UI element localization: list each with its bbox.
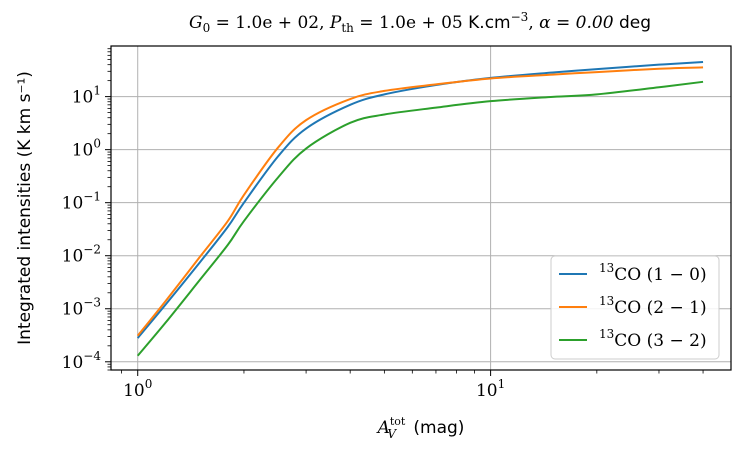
axis-ticks: 10−4 10−3 10−2 10−1 100 101 100 101 [62,48,704,401]
grid [111,46,731,370]
x-axis-label: Atot V (mag) [376,415,465,441]
series-line-2 [136,66,704,337]
y-tick-label: 10−3 [62,296,101,320]
legend-box [550,255,720,360]
series-line-1 [136,60,704,339]
y-tick-label: 10−4 [62,349,102,373]
y-tick-label: 10−1 [62,190,101,214]
y-axis-label: Integrated intensities (K km s⁻¹) [15,71,35,345]
legend-label: 13CO (2 − 1) [599,294,707,318]
x-tick-label: 100 [123,377,152,401]
legend: 13CO (1 − 0) 13CO (2 − 1) 13CO (3 − 2) [550,255,720,360]
x-tick-label: 101 [476,377,505,401]
y-tick-label: 10−2 [62,243,101,267]
y-tick-label: 100 [72,137,101,161]
legend-label: 13CO (1 − 0) [599,261,707,285]
legend-label: 13CO (3 − 2) [599,327,707,351]
series-line-3 [136,80,704,357]
chart-title: G0 = 1.0e + 02, Pth = 1.0e + 05 K.cm−3, … [189,10,651,35]
series-lines [136,60,704,357]
y-tick-label: 101 [72,84,101,108]
